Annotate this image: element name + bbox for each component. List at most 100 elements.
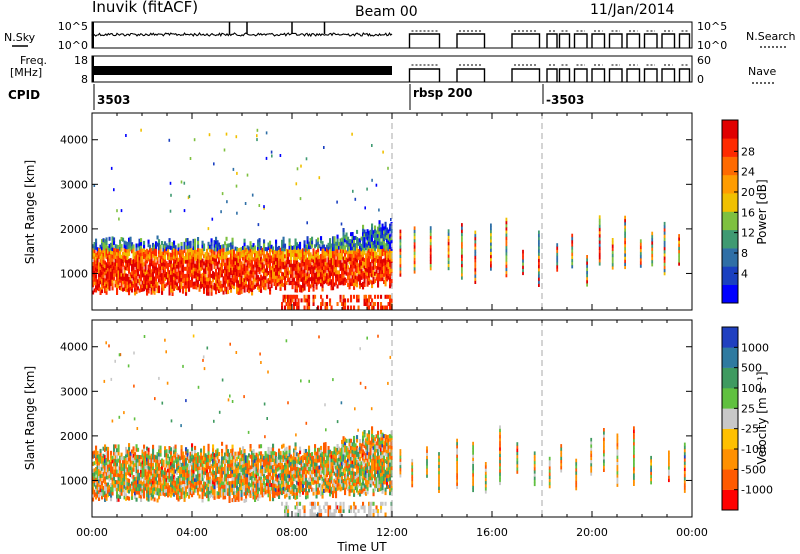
heatmap-cell — [314, 447, 317, 452]
heatmap-cell — [366, 257, 369, 262]
heatmap-cell — [132, 251, 135, 256]
heatmap-cell — [344, 245, 347, 250]
heatmap-cell — [356, 240, 359, 245]
heatmap-cell — [318, 272, 321, 277]
heatmap-cell — [213, 481, 216, 486]
heatmap-cell — [120, 272, 123, 277]
heatmap-cell — [240, 489, 243, 494]
heatmap-cell — [104, 271, 107, 276]
heatmap-cell — [186, 273, 189, 278]
heatmap-cell — [171, 462, 174, 467]
heatmap-cell — [300, 463, 303, 468]
heatmap-cell — [231, 480, 234, 485]
heatmap-cell — [230, 463, 233, 468]
heatmap-cell — [278, 495, 281, 499]
heatmap-cell — [251, 450, 254, 455]
heatmap-cell — [335, 270, 338, 275]
heatmap-cell — [102, 493, 105, 497]
heatmap-cell — [266, 482, 269, 487]
heatmap-cell — [306, 294, 309, 299]
heatmap-cell — [354, 264, 357, 269]
heatmap-cell — [180, 242, 183, 246]
heatmap-cell — [167, 277, 170, 282]
heatmap-cell — [378, 259, 381, 264]
heatmap-cell — [267, 468, 270, 473]
heatmap-cell — [245, 269, 248, 274]
heatmap-cell — [447, 260, 450, 264]
heatmap-cell — [377, 248, 380, 252]
heatmap-cell — [203, 470, 206, 475]
nave-label: Nave — [748, 65, 776, 78]
heatmap-cell — [174, 455, 177, 460]
heatmap-cell — [131, 245, 134, 250]
heatmap-cell — [326, 294, 329, 299]
heatmap-cell — [161, 265, 164, 270]
heatmap-cell — [167, 472, 170, 476]
heatmap-cell — [156, 260, 159, 265]
heatmap-cell — [306, 466, 309, 471]
heatmap-cell — [252, 452, 255, 457]
heatmap-cell — [177, 469, 180, 473]
heatmap-cell — [387, 302, 390, 306]
heatmap-cell — [624, 228, 626, 232]
heatmap-cell — [345, 232, 348, 237]
heatmap-cell — [269, 269, 272, 274]
heatmap-cell — [174, 263, 177, 268]
heatmap-cell — [273, 260, 276, 265]
heatmap-cell — [105, 269, 108, 274]
heatmap-cell — [350, 246, 353, 251]
heatmap-cell — [538, 233, 540, 238]
heatmap-cell — [158, 488, 161, 493]
heatmap-cell — [134, 291, 137, 296]
heatmap-cell — [324, 474, 327, 479]
heatmap-cell — [132, 280, 135, 284]
heatmap-cell — [345, 278, 348, 283]
heatmap-cell — [152, 242, 155, 247]
heatmap-cell — [317, 490, 320, 495]
heatmap-cell — [269, 287, 272, 292]
heatmap-cell — [378, 234, 381, 239]
heatmap-cell — [285, 248, 288, 253]
heatmap-cell — [263, 491, 266, 496]
heatmap-cell — [167, 461, 170, 466]
heatmap-cell — [137, 286, 140, 291]
heatmap-cell — [225, 272, 228, 277]
heatmap-cell — [309, 241, 312, 246]
heatmap-cell — [225, 279, 228, 284]
heatmap-cell — [180, 284, 183, 289]
heatmap-cell — [140, 490, 143, 495]
heatmap-cell — [278, 256, 281, 261]
heatmap-cell — [221, 283, 224, 288]
heatmap-cell — [216, 459, 219, 464]
heatmap-cell — [318, 447, 321, 452]
heatmap-cell — [258, 248, 261, 253]
heatmap-cell — [291, 245, 294, 250]
heatmap-cell — [208, 133, 211, 137]
heatmap-cell — [212, 487, 215, 492]
heatmap-cell — [267, 493, 270, 498]
heatmap-cell — [213, 456, 216, 461]
heatmap-cell — [240, 475, 243, 480]
heatmap-cell — [173, 254, 176, 259]
heatmap-cell — [281, 279, 284, 283]
heatmap-cell — [302, 490, 305, 495]
heatmap-cell — [215, 290, 218, 295]
heatmap-cell — [141, 266, 144, 271]
heatmap-cell — [257, 457, 260, 462]
heatmap-cell — [225, 480, 228, 485]
heatmap-cell — [182, 257, 185, 262]
heatmap-cell — [146, 475, 149, 480]
heatmap-cell — [183, 494, 186, 499]
heatmap-cell — [234, 260, 237, 265]
heatmap-cell — [255, 265, 258, 270]
heatmap-cell — [522, 252, 524, 257]
heatmap-cell — [284, 509, 287, 513]
freq-sweep — [456, 68, 486, 82]
heatmap-cell — [327, 278, 330, 283]
heatmap-cell — [324, 484, 327, 489]
heatmap-cell — [198, 458, 201, 463]
heatmap-cell — [120, 279, 123, 284]
heatmap-cell — [261, 258, 264, 263]
heatmap-cell — [150, 287, 153, 292]
heatmap-cell — [389, 305, 392, 310]
